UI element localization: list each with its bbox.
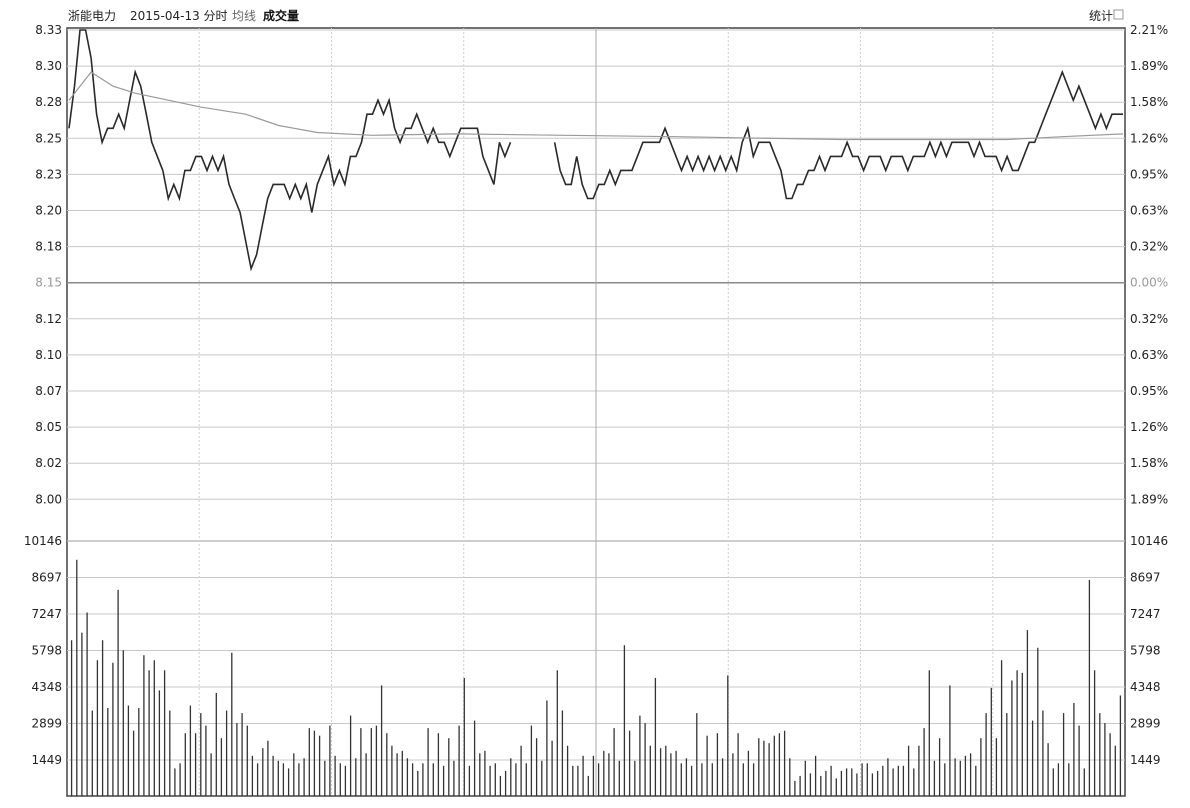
- price-tick-label: 8.33: [35, 23, 62, 37]
- volume-tick-label: 8697: [1130, 571, 1161, 585]
- percent-tick-label: 0.32%: [1130, 240, 1168, 254]
- price-tick-label: 8.23: [35, 167, 62, 181]
- price-line: [68, 29, 512, 272]
- price-tick-label: 8.02: [35, 456, 62, 470]
- price-tick-label: 8.00: [35, 492, 62, 506]
- price-tick-label: 8.12: [35, 312, 62, 326]
- volume-tick-label: 4348: [31, 680, 62, 694]
- volume-tick-label: 4348: [1130, 680, 1161, 694]
- percent-tick-label: 1.58%: [1130, 456, 1168, 470]
- price-tick-label: 8.20: [35, 204, 62, 218]
- percent-tick-label: 1.26%: [1130, 420, 1168, 434]
- price-line: [553, 69, 1123, 200]
- volume-tick-label: 7247: [31, 607, 62, 621]
- volume-toggle[interactable]: 成交量: [263, 8, 299, 23]
- percent-tick-label: 2.21%: [1130, 23, 1168, 37]
- volume-axis-left-labels: 10146 8697 7247 5798 4348 2899 1449: [24, 534, 62, 767]
- percent-tick-label: 0.95%: [1130, 167, 1168, 181]
- volume-tick-label: 8697: [31, 571, 62, 585]
- price-tick-label: 8.30: [35, 59, 62, 73]
- axis-left-labels: 8.33 8.30 8.28 8.25 8.23 8.20 8.18 8.15 8.12 8.10…: [35, 23, 62, 506]
- volume-tick-label: 10146: [24, 534, 62, 548]
- volume-axis-right-labels: 10146 8697 7247 5798 4348 2899 1449: [1130, 534, 1168, 767]
- price-tick-label: 8.28: [35, 95, 62, 109]
- volume-bars: [70, 559, 1122, 796]
- percent-tick-label: 0.63%: [1130, 348, 1168, 362]
- price-tick-label: 8.25: [35, 131, 62, 145]
- stock-name: 浙能电力: [68, 9, 116, 23]
- stats-button[interactable]: 统计: [1089, 9, 1113, 23]
- price-tick-label: 8.05: [35, 420, 62, 434]
- volume-tick-label: 2899: [31, 717, 62, 731]
- percent-tick-label: 1.58%: [1130, 95, 1168, 109]
- percent-tick-label: 0.00%: [1130, 276, 1168, 290]
- volume-tick-label: 10146: [1130, 534, 1168, 548]
- average-price-line: [68, 71, 1124, 141]
- percent-tick-label: 0.63%: [1130, 204, 1168, 218]
- volume-tick-label: 2899: [1130, 717, 1161, 731]
- percent-tick-label: 1.89%: [1130, 492, 1168, 506]
- price-lines: [68, 29, 1124, 272]
- percent-tick-label: 1.89%: [1130, 59, 1168, 73]
- price-tick-label: 8.10: [35, 348, 62, 362]
- volume-tick-label: 1449: [1130, 753, 1161, 767]
- volume-tick-label: 5798: [1130, 644, 1161, 658]
- price-tick-label: 8.07: [35, 384, 62, 398]
- date-mode: 2015-04-13 分时: [130, 9, 228, 23]
- price-tick-label: 8.15: [35, 276, 62, 290]
- volume-tick-label: 1449: [31, 753, 62, 767]
- avg-line-toggle[interactable]: 均线: [232, 9, 256, 23]
- price-tick-label: 8.18: [35, 240, 62, 254]
- percent-tick-label: 0.95%: [1130, 384, 1168, 398]
- volume-tick-label: 7247: [1130, 607, 1161, 621]
- percent-tick-label: 1.26%: [1130, 131, 1168, 145]
- axis-right-labels: 2.21% 1.89% 1.58% 1.26% 0.95% 0.63% 0.32% 0.00%…: [1130, 23, 1168, 506]
- percent-tick-label: 0.32%: [1130, 312, 1168, 326]
- grid-layer: [67, 28, 1125, 796]
- volume-tick-label: 5798: [31, 644, 62, 658]
- stats-box-icon[interactable]: [1113, 9, 1124, 20]
